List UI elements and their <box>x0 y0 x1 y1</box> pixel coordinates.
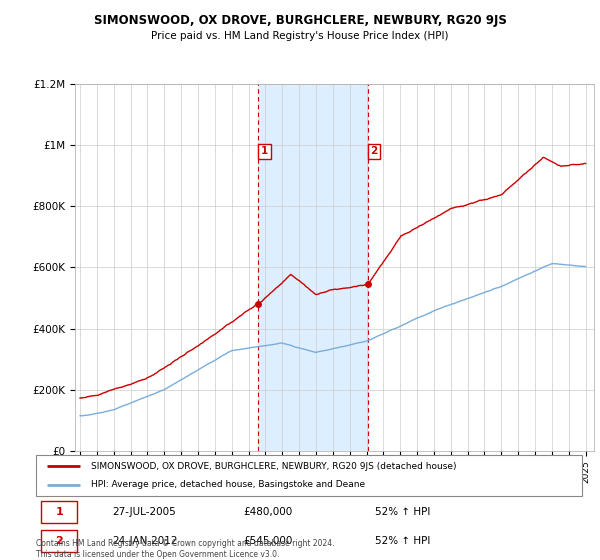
Text: 27-JUL-2005: 27-JUL-2005 <box>112 507 176 517</box>
Text: 52% ↑ HPI: 52% ↑ HPI <box>374 507 430 517</box>
Text: 2: 2 <box>55 536 63 547</box>
Text: £480,000: £480,000 <box>244 507 293 517</box>
Text: 52% ↑ HPI: 52% ↑ HPI <box>374 536 430 547</box>
Text: HPI: Average price, detached house, Basingstoke and Deane: HPI: Average price, detached house, Basi… <box>91 480 365 489</box>
Text: 1: 1 <box>260 146 268 156</box>
Text: £545,000: £545,000 <box>244 536 293 547</box>
Text: Contains HM Land Registry data © Crown copyright and database right 2024.
This d: Contains HM Land Registry data © Crown c… <box>36 539 335 559</box>
Text: 1: 1 <box>55 507 63 517</box>
Bar <box>41 501 77 523</box>
Bar <box>41 530 77 553</box>
Text: Price paid vs. HM Land Registry's House Price Index (HPI): Price paid vs. HM Land Registry's House … <box>151 31 449 41</box>
Text: 2: 2 <box>370 146 377 156</box>
Text: SIMONSWOOD, OX DROVE, BURGHCLERE, NEWBURY, RG20 9JS: SIMONSWOOD, OX DROVE, BURGHCLERE, NEWBUR… <box>94 14 506 27</box>
Text: SIMONSWOOD, OX DROVE, BURGHCLERE, NEWBURY, RG20 9JS (detached house): SIMONSWOOD, OX DROVE, BURGHCLERE, NEWBUR… <box>91 461 456 470</box>
Bar <box>258 84 368 451</box>
Text: 24-JAN-2012: 24-JAN-2012 <box>112 536 178 547</box>
